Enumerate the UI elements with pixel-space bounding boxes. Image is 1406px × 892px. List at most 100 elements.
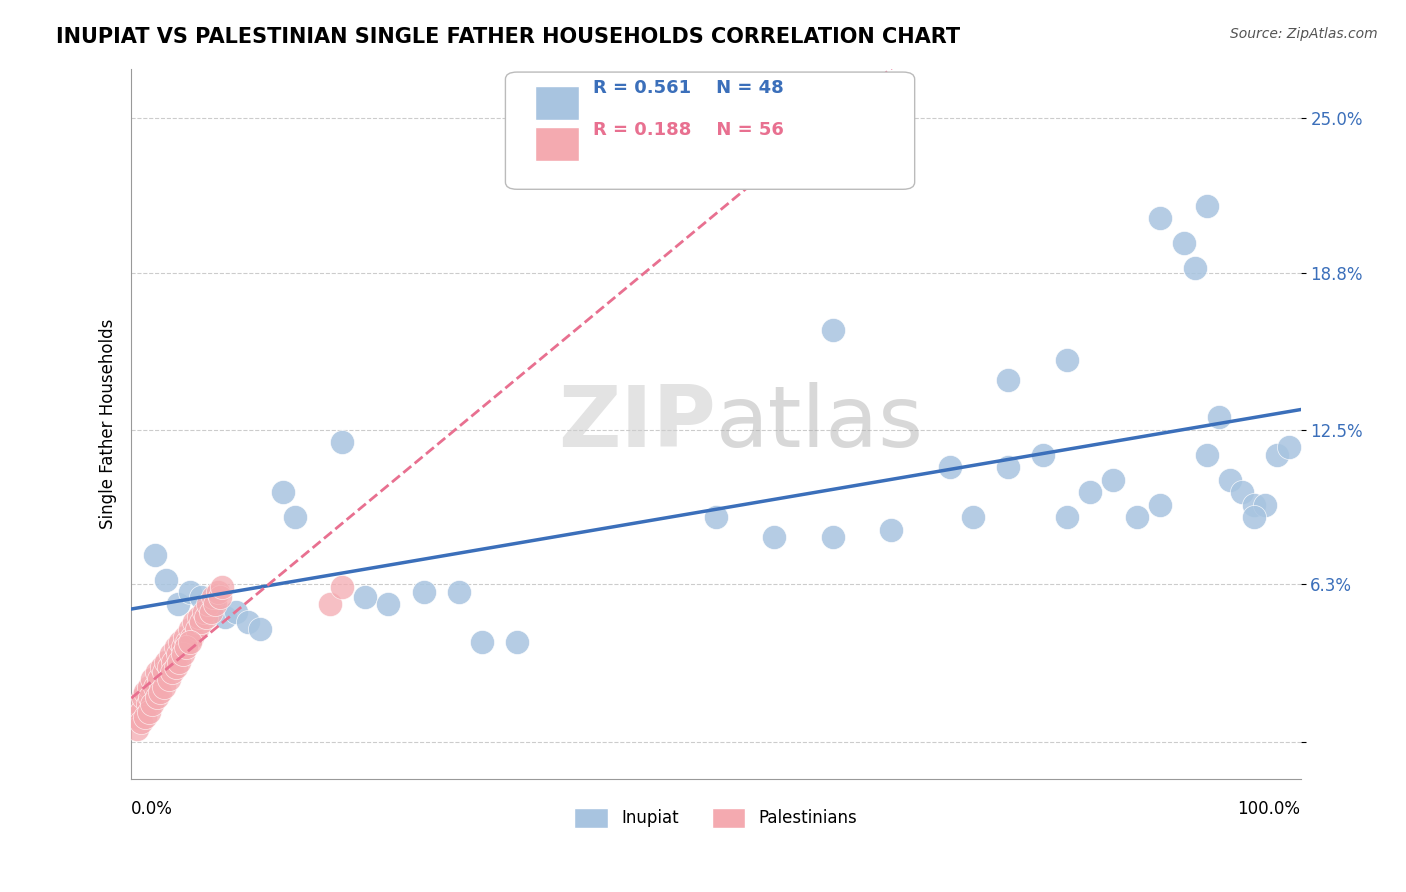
Point (127, 709, 149, 723)
Point (183, 615, 205, 629)
Point (1032, 448, 1054, 462)
Y-axis label: Single Father Households: Single Father Households (100, 318, 117, 529)
Point (148, 672, 170, 686)
Point (165, 640, 187, 654)
Point (136, 697, 159, 711)
Point (204, 598, 226, 612)
Point (202, 590, 225, 604)
Point (271, 485, 294, 500)
Point (284, 510, 307, 524)
Text: atlas: atlas (716, 382, 924, 466)
Point (150, 659, 173, 673)
Point (704, 510, 727, 524)
Point (143, 680, 166, 694)
Point (138, 680, 160, 694)
Point (330, 580, 353, 594)
Point (412, 585, 434, 599)
Point (962, 510, 984, 524)
Point (1195, 448, 1218, 462)
Point (763, 530, 786, 544)
Point (132, 690, 155, 704)
Point (128, 697, 150, 711)
Point (174, 640, 197, 654)
Text: INUPIAT VS PALESTINIAN SINGLE FATHER HOUSEHOLDS CORRELATION CHART: INUPIAT VS PALESTINIAN SINGLE FATHER HOU… (56, 27, 960, 46)
Point (129, 714, 152, 729)
Legend: Inupiat, Palestinians: Inupiat, Palestinians (568, 801, 865, 835)
Text: Source: ZipAtlas.com: Source: ZipAtlas.com (1230, 27, 1378, 41)
Point (146, 665, 169, 679)
Point (179, 585, 201, 599)
FancyBboxPatch shape (534, 87, 579, 120)
Point (506, 635, 529, 649)
Point (190, 590, 212, 604)
Point (176, 635, 198, 649)
Point (880, 523, 903, 537)
Point (167, 655, 190, 669)
Point (188, 610, 211, 624)
Text: 100.0%: 100.0% (1237, 800, 1301, 818)
Point (160, 665, 183, 679)
FancyBboxPatch shape (534, 127, 579, 161)
Point (1078, 485, 1101, 500)
Point (195, 610, 218, 624)
Point (209, 590, 232, 604)
Point (1208, 410, 1230, 425)
Point (1243, 510, 1265, 524)
Point (1102, 473, 1125, 487)
Point (1219, 473, 1241, 487)
Point (129, 705, 152, 719)
Point (149, 684, 172, 698)
Point (225, 605, 247, 619)
Point (1056, 353, 1078, 368)
Point (167, 648, 190, 662)
Text: R = 0.188    N = 56: R = 0.188 N = 56 (593, 120, 785, 138)
Point (249, 623, 271, 637)
Point (155, 655, 177, 669)
Point (134, 684, 156, 698)
Point (447, 585, 470, 599)
Point (153, 680, 176, 694)
Point (153, 665, 176, 679)
Point (146, 690, 169, 704)
Text: ZIP: ZIP (558, 382, 716, 466)
Point (354, 590, 377, 604)
Point (1254, 498, 1277, 512)
Point (157, 659, 180, 673)
Point (1278, 441, 1301, 455)
Point (821, 323, 844, 337)
Point (471, 635, 494, 649)
Point (1184, 260, 1206, 275)
Point (1265, 448, 1288, 462)
Point (155, 573, 177, 587)
Point (169, 635, 191, 649)
Point (821, 530, 844, 544)
Point (134, 709, 156, 723)
Point (172, 648, 194, 662)
Point (127, 722, 149, 736)
Point (179, 623, 201, 637)
Point (330, 435, 353, 450)
Point (141, 697, 163, 711)
Point (165, 659, 187, 673)
Point (319, 598, 342, 612)
Point (938, 460, 960, 475)
Point (238, 615, 260, 629)
Point (1149, 211, 1171, 225)
Point (138, 705, 160, 719)
Point (160, 648, 183, 662)
Point (1195, 199, 1218, 213)
Point (143, 548, 166, 562)
Point (193, 605, 215, 619)
Point (179, 635, 201, 649)
Point (139, 690, 162, 704)
Point (1126, 510, 1149, 524)
Point (207, 585, 229, 599)
Point (167, 598, 190, 612)
Point (997, 460, 1019, 475)
Point (1173, 235, 1195, 250)
Point (172, 640, 194, 654)
Point (1243, 498, 1265, 512)
Point (190, 615, 212, 629)
Text: 0.0%: 0.0% (131, 800, 173, 818)
Point (1149, 498, 1171, 512)
